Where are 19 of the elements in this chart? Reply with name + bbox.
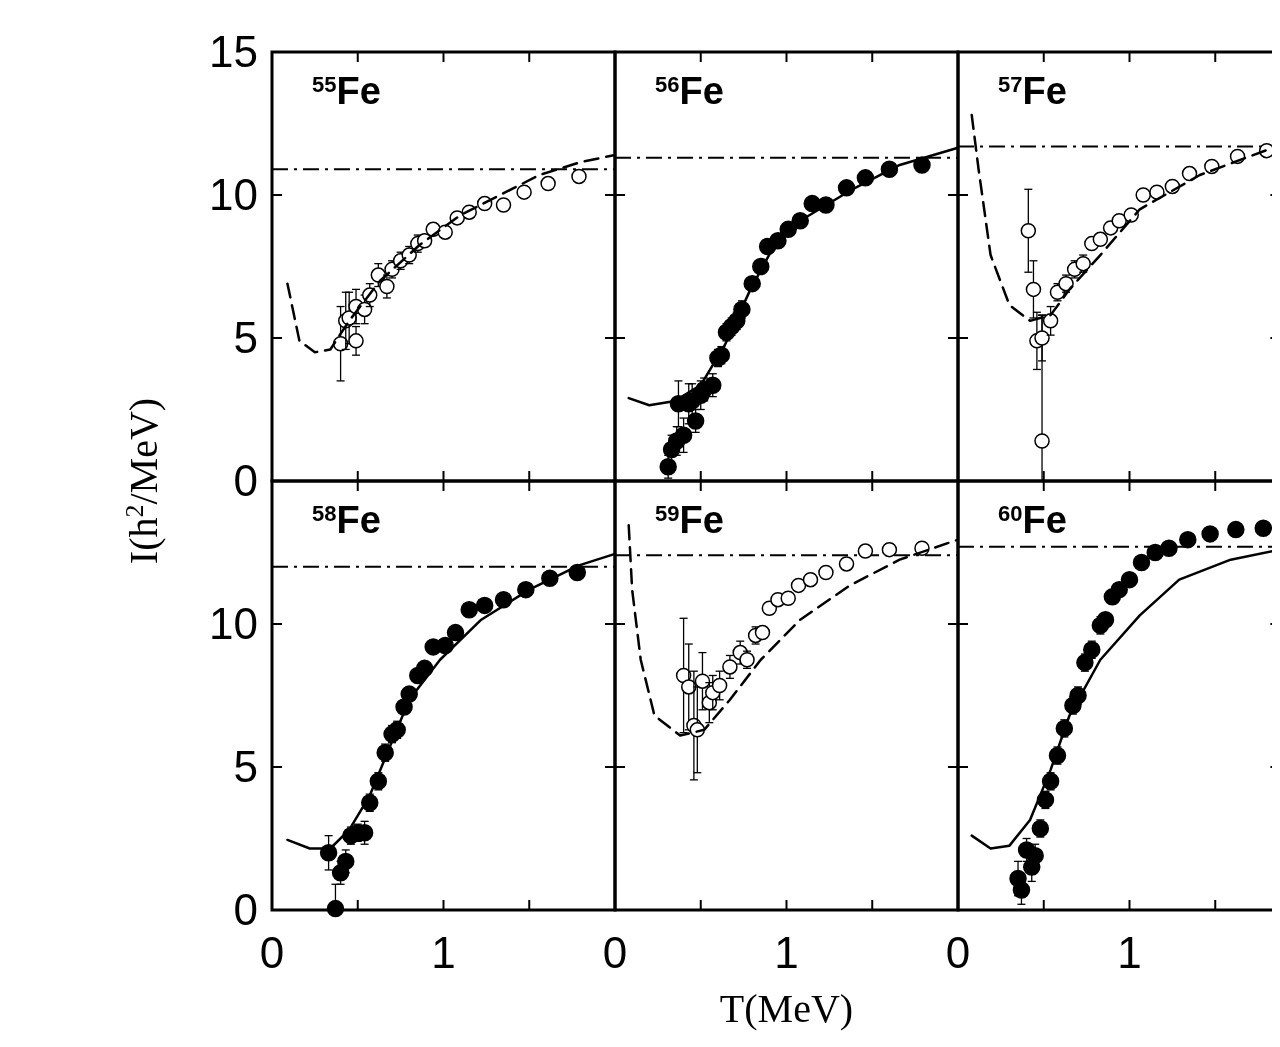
y-tick-label: 10 [209,599,258,648]
x-tick-label: 1 [774,928,799,977]
y-tick-label: 0 [233,456,258,505]
text: $^{58}$Fe [312,499,381,541]
y-tick-label: 10 [209,170,258,219]
y-tick-label: 5 [233,742,258,791]
text: $^{60}$Fe [998,499,1067,541]
y-tick-label: 15 [209,27,258,76]
x-tick-label: 0 [602,928,628,977]
text: $^{55}$Fe [312,70,381,112]
text: $^{57}$Fe [998,70,1067,112]
text: $^{56}$Fe [655,70,724,112]
x-tick-label: 1 [431,928,456,977]
y-tick-label: 0 [233,885,258,934]
x-axis-title: T(MeV) [719,986,854,1031]
x-tick-label: 0 [945,928,971,977]
y-tick-label: 5 [233,313,258,362]
x-tick-label: 1 [1117,928,1142,977]
text: $^{59}$Fe [655,499,724,541]
